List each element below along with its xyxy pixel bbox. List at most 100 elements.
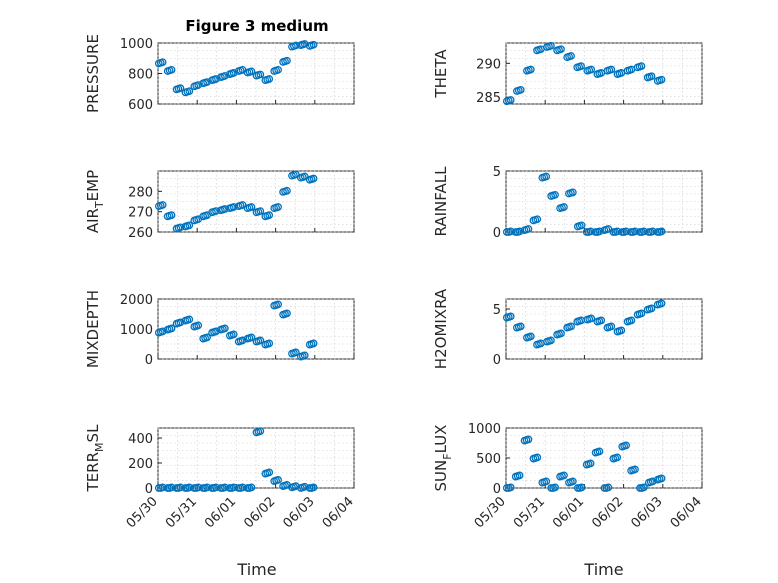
data-point [515,227,524,236]
data-point [526,332,535,341]
panel-air_temp: 260 270 280 AIRTEMP [84,170,355,241]
data-point [604,483,613,492]
data-point [524,435,533,444]
data-point [247,333,256,342]
data-point [283,309,291,318]
data-point [265,211,274,219]
data-point [176,84,185,92]
data-point [194,81,203,89]
data-point [256,207,265,215]
data-point [203,333,211,342]
data-point [265,468,274,477]
data-point [631,465,639,474]
y-tick-label: 5 [493,165,501,180]
data-point [158,58,167,67]
data-point [637,62,646,70]
data-point [185,87,194,96]
x-tick-label: 05/31 [511,494,548,531]
y-tick-label: 500 [476,452,501,467]
data-point [220,324,229,333]
data-point [309,40,318,49]
data-point [158,201,167,209]
y-axis-label: PRESSURE [84,34,102,113]
data-point [617,326,626,335]
x-tick-label: 06/01 [550,494,587,531]
y-axis-label: RAINFALL [432,166,450,237]
data-point [568,188,577,197]
y-axis-label: H2OMIXRA [432,288,450,369]
data-point [597,316,606,325]
data-point [238,336,247,345]
x-tick-label: 06/04 [668,494,705,531]
y-tick-label: 0 [493,482,501,497]
data-point [657,75,666,84]
y-tick-label: 200 [128,457,153,472]
data-point [229,330,238,339]
subplot-grid: 600 800 1000 PRESSURE 285 290 THETA 260 270 280 AI… [84,34,705,531]
x-axis-label-left: Time [236,560,276,579]
data-point [587,314,596,323]
data-point [542,477,551,486]
data-point [185,221,194,230]
data-point [577,483,586,492]
data-point [516,85,525,94]
y-axis-label: TERRMSL [84,424,106,493]
x-tick-label: 06/01 [202,494,239,531]
data-point [229,203,238,211]
data-point [247,203,256,211]
y-axis-label: THETA [432,49,450,99]
data-point [648,477,657,486]
x-tick-label: 06/03 [629,494,666,531]
panel-pressure: 600 800 1000 PRESSURE [84,34,355,113]
y-tick-label: 285 [476,91,501,106]
data-point [274,300,282,309]
data-point [567,322,575,331]
data-point [309,339,318,348]
x-tick-label: 06/02 [241,494,278,531]
data-point [587,65,596,74]
panel-sun_flux: 0 500 1000 SUNFLUX 05/30 05/31 06/01 06/02 06/03… [432,422,705,531]
data-point [577,221,586,230]
x-tick-label: 05/30 [124,494,161,531]
data-point [567,52,575,60]
data-point [292,482,300,490]
data-point [657,474,666,483]
data-point [506,312,515,321]
data-point [309,174,318,183]
data-point [637,309,646,318]
data-point [176,318,185,327]
y-tick-label: 600 [128,98,153,113]
data-point [185,315,194,324]
data-point [613,453,622,462]
data-point [256,70,265,79]
data-point [542,172,551,181]
data-point [212,75,220,83]
data-point [595,227,604,236]
panel-rainfall: 0 5 RAINFALL [432,165,703,241]
x-tick-label: 06/02 [589,494,626,531]
data-point [194,321,203,330]
data-point [516,322,525,331]
data-point [212,327,220,336]
figure-title: Figure 3 medium [185,17,328,35]
x-tick-label: 05/30 [472,494,509,531]
data-point [274,476,282,484]
panel-h2omixra: 0 5 H2OMIXRA [432,288,703,369]
data-point [247,67,256,76]
panel-theta: 285 290 THETA [432,41,703,106]
data-point [547,336,555,345]
data-point [220,72,229,80]
data-point [647,72,656,81]
y-tick-label: 270 [128,206,153,221]
data-point [167,211,176,219]
data-point [657,227,666,236]
data-point [274,203,282,211]
y-axis-label: SUNFLUX [432,425,454,492]
data-point [547,41,555,50]
y-tick-label: 0 [493,353,501,368]
data-point [607,322,616,331]
y-tick-label: 5 [493,303,501,318]
data-point [220,205,229,213]
data-point [256,336,265,345]
data-point [229,69,238,77]
